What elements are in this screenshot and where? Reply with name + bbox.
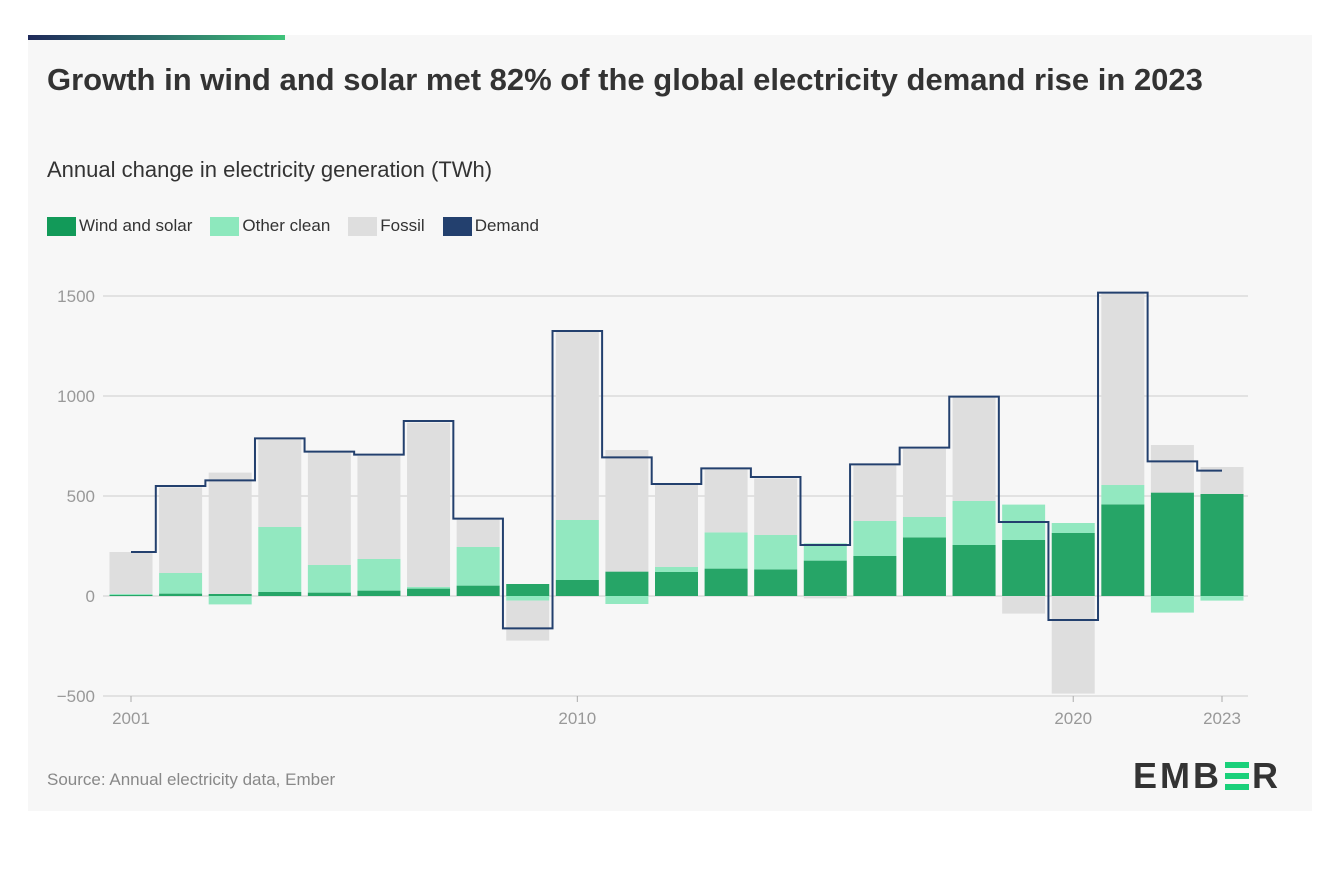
legend-item-other-clean: Other clean: [210, 216, 330, 236]
legend-swatch: [47, 216, 76, 236]
bar-other-clean: [1101, 485, 1145, 505]
bar-fossil: [853, 465, 897, 521]
bar-wind-solar: [506, 584, 550, 596]
bar-other-clean: [357, 559, 401, 591]
bar-other-clean: [655, 567, 698, 572]
bar-fossil: [1051, 596, 1095, 694]
bar-wind-solar: [1051, 533, 1095, 596]
y-tick-label: −500: [57, 687, 95, 706]
bar-fossil: [1101, 293, 1145, 485]
bar-fossil: [803, 596, 847, 599]
bar-wind-solar: [407, 588, 451, 596]
legend-item-fossil: Fossil: [348, 216, 425, 236]
bar-wind-solar: [258, 592, 302, 596]
bar-other-clean: [456, 547, 500, 586]
bar-other-clean: [754, 535, 798, 570]
bar-wind-solar: [1150, 492, 1194, 596]
bar-fossil: [208, 472, 252, 594]
y-tick-label: 500: [67, 487, 95, 506]
legend-label: Wind and solar: [79, 216, 193, 235]
ember-logo: EMB R: [1133, 755, 1281, 796]
demand-line: [131, 291, 1222, 630]
y-tick-label: 1500: [57, 287, 95, 306]
legend-swatch: [210, 216, 240, 236]
bar-fossil: [952, 397, 996, 501]
bar-wind-solar: [853, 556, 897, 596]
bar-wind-solar: [307, 592, 351, 596]
bar-fossil: [605, 450, 649, 572]
y-tick-label: 1000: [57, 387, 95, 406]
bar-fossil: [159, 487, 203, 573]
bar-wind-solar: [655, 572, 698, 596]
bar-other-clean: [803, 543, 847, 561]
bar-other-clean: [704, 532, 748, 569]
bar-fossil: [902, 449, 946, 517]
bar-wind-solar: [704, 568, 748, 596]
bar-other-clean: [307, 565, 351, 593]
x-tick-label: 2020: [1054, 709, 1092, 728]
legend-swatch: [442, 216, 472, 236]
bar-other-clean: [159, 573, 203, 594]
chart-subtitle: Annual change in electricity generation …: [47, 157, 493, 182]
x-tick-label: 2010: [558, 709, 596, 728]
bar-fossil: [555, 331, 599, 520]
bar-fossil: [754, 478, 798, 535]
bar-wind-solar: [803, 560, 847, 596]
bar-fossil: [357, 456, 401, 559]
bar-fossil: [506, 600, 550, 641]
bar-other-clean: [109, 594, 153, 595]
bar-wind-solar: [605, 571, 649, 596]
bar-other-clean: [1150, 596, 1194, 613]
chart-title: Growth in wind and solar met 82% of the …: [47, 62, 1203, 97]
bar-other-clean: [407, 587, 451, 589]
bar-wind-solar: [208, 594, 252, 596]
accent-bar: [28, 35, 285, 40]
bar-other-clean: [258, 527, 302, 592]
legend-item-wind-solar: Wind and solar: [47, 216, 192, 236]
bar-wind-solar: [1200, 494, 1244, 596]
bar-other-clean: [952, 501, 996, 545]
bar-fossil: [258, 439, 302, 527]
source-note: Source: Annual electricity data, Ember: [47, 770, 336, 789]
bar-fossil: [1002, 596, 1046, 614]
bar-other-clean: [555, 520, 599, 580]
x-tick-label: 2023: [1203, 709, 1241, 728]
bar-fossil: [456, 519, 500, 547]
bar-other-clean: [902, 517, 946, 538]
bar-wind-solar: [555, 580, 599, 596]
bar-wind-solar: [456, 585, 500, 596]
bar-wind-solar: [159, 593, 203, 596]
bar-fossil: [307, 452, 351, 565]
bar-fossil: [704, 469, 748, 533]
bar-wind-solar: [754, 569, 798, 596]
bar-other-clean: [853, 521, 897, 556]
bar-fossil: [655, 485, 698, 567]
bar-wind-solar: [109, 595, 153, 596]
x-tick-label: 2001: [112, 709, 150, 728]
bar-wind-solar: [952, 545, 996, 596]
bar-fossil: [407, 422, 451, 587]
bar-fossil: [109, 552, 153, 594]
legend: Wind and solar Other clean Fossil Demand: [47, 216, 557, 236]
legend-label: Demand: [474, 216, 539, 235]
bar-other-clean: [1051, 523, 1095, 533]
legend-label: Fossil: [380, 216, 425, 235]
bar-other-clean: [605, 596, 649, 604]
bar-fossil: [1150, 445, 1194, 493]
bar-other-clean: [506, 596, 550, 601]
legend-swatch: [348, 216, 378, 236]
legend-item-demand: Demand: [442, 216, 539, 236]
y-tick-label: 0: [86, 587, 95, 606]
bar-wind-solar: [1002, 540, 1046, 596]
bar-other-clean: [208, 596, 252, 605]
bar-other-clean: [1200, 596, 1244, 601]
legend-label: Other clean: [242, 216, 331, 235]
bar-wind-solar: [357, 590, 401, 596]
bar-wind-solar: [1101, 504, 1145, 596]
bar-wind-solar: [902, 537, 946, 596]
